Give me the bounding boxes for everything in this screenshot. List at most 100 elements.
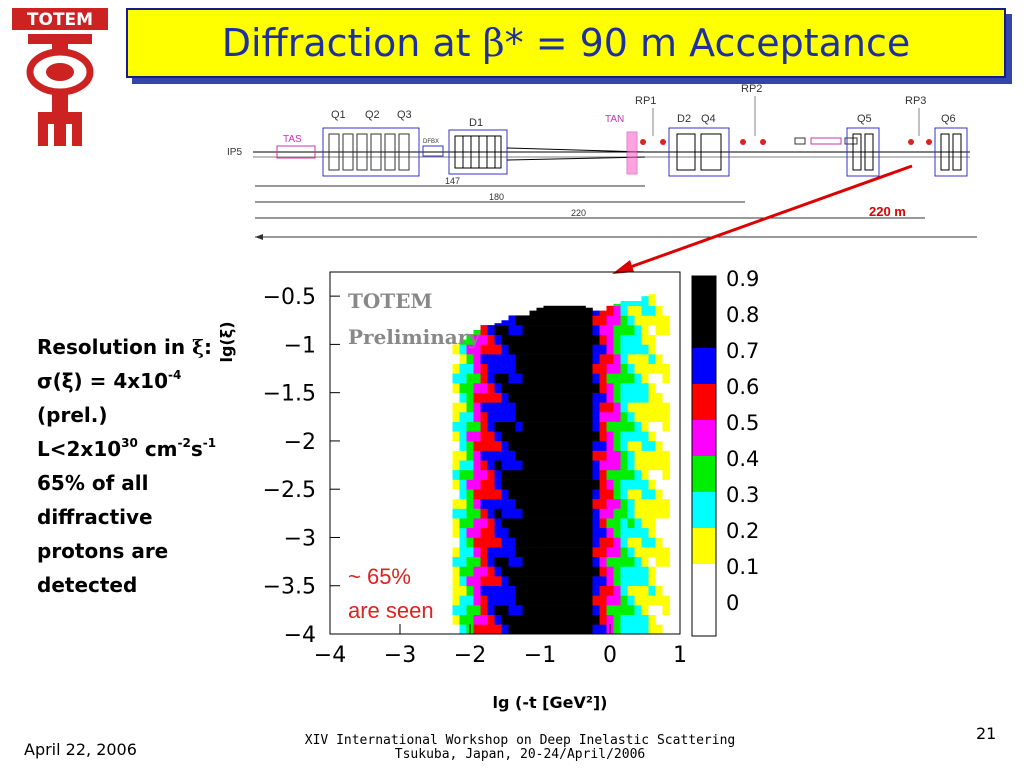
heatmap-cell [473, 518, 481, 529]
y-tick-label: −1 [284, 333, 316, 358]
heatmap-cell [634, 421, 642, 432]
heatmap-cell [557, 431, 565, 442]
heatmap-cell [494, 585, 502, 596]
heatmap-cell [536, 460, 544, 471]
heatmap-cell [494, 411, 502, 422]
heatmap-cell [543, 489, 551, 500]
heatmap-cell [627, 440, 635, 451]
heatmap-cell [620, 518, 628, 529]
heatmap-cell [501, 402, 509, 413]
heatmap-cell [515, 315, 523, 326]
heatmap-cell [564, 450, 572, 461]
heatmap-cell [634, 300, 642, 307]
sigma-line: σ(ξ) = 4x10-4 [37, 368, 182, 393]
heatmap-cell [452, 489, 460, 500]
heatmap-cell [473, 392, 481, 403]
heatmap-cell [487, 431, 495, 442]
heatmap-cell [550, 354, 558, 365]
heatmap-cell [501, 440, 509, 451]
heatmap-cell [487, 518, 495, 529]
heatmap-cell [522, 576, 530, 587]
heatmap-cell [515, 431, 523, 442]
heatmap-cell [550, 383, 558, 393]
heatmap-cell [634, 537, 642, 548]
heatmap-cell [571, 421, 579, 432]
heatmap-cell [508, 440, 516, 451]
heatmap-cell [662, 344, 670, 355]
heatmap-cell [620, 354, 628, 365]
heatmap-cell [564, 498, 572, 509]
heatmap-cell [515, 354, 523, 365]
heatmap-cell [480, 489, 488, 500]
heatmap-cell [522, 508, 530, 519]
heatmap-cell [606, 595, 614, 606]
heatmap-cell [613, 585, 621, 596]
heatmap-cell [536, 334, 544, 345]
heatmap-cell [627, 344, 635, 355]
heatmap-cell [606, 605, 614, 615]
heatmap-cell [592, 392, 600, 403]
heatmap-cell [543, 547, 551, 558]
heatmap-cell [655, 421, 663, 432]
heatmap-cell [599, 566, 607, 577]
heatmap-cell [606, 440, 614, 451]
heatmap-cell [522, 402, 530, 413]
heatmap-cell [578, 566, 586, 577]
heatmap-cell [508, 489, 516, 500]
heatmap-cell [508, 537, 516, 548]
heatmap-cell [487, 334, 495, 345]
heatmap-cell [564, 460, 572, 471]
heatmap-cell [536, 498, 544, 509]
heatmap-cell [501, 624, 509, 635]
heatmap-cell [599, 383, 607, 393]
heatmap-cell [585, 508, 593, 519]
heatmap-cell [473, 614, 481, 625]
heatmap-cell [648, 537, 656, 548]
heatmap-cell [571, 479, 579, 490]
heatmap-cell [606, 450, 614, 461]
heatmap-cell [452, 344, 460, 355]
heatmap-cell [641, 605, 649, 615]
heatmap-cell [550, 373, 558, 384]
heatmap-cell [466, 489, 474, 500]
heatmap-cell [529, 402, 537, 413]
heatmap-cell [508, 402, 516, 413]
y-tick-label: −1.5 [263, 382, 316, 407]
heatmap-cell [571, 305, 579, 316]
heatmap-cell [655, 547, 663, 558]
heatmap-cell [641, 624, 649, 635]
heatmap-cell [452, 508, 460, 519]
heatmap-cell [522, 479, 530, 490]
heatmap-cell [571, 325, 579, 336]
heatmap-cell [662, 354, 670, 365]
heatmap-cell [550, 508, 558, 519]
heatmap-cell [459, 576, 467, 587]
heatmap-cell [459, 411, 467, 422]
heatmap-cell [648, 294, 656, 297]
heatmap-cell [648, 440, 656, 451]
heatmap-cell [620, 527, 628, 538]
heatmap-cell [501, 566, 509, 577]
heatmap-cell [662, 383, 670, 393]
heatmap-cell [494, 431, 502, 442]
heatmap-cell [599, 576, 607, 587]
heatmap-cell [536, 614, 544, 625]
heatmap-cell [494, 537, 502, 548]
heatmap-cell [550, 547, 558, 558]
heatmap-cell [515, 383, 523, 393]
heatmap-cell [480, 614, 488, 625]
heatmap-cell [557, 595, 565, 606]
heatmap-cell [613, 460, 621, 471]
heatmap-cell [543, 431, 551, 442]
heatmap-cell [522, 624, 530, 635]
heatmap-cell [578, 479, 586, 490]
heatmap-cell [655, 450, 663, 461]
heatmap-cell [578, 325, 586, 336]
heatmap-cell [592, 310, 600, 316]
heatmap-cell [578, 508, 586, 519]
heatmap-cell [466, 402, 474, 413]
heatmap-cell [494, 566, 502, 577]
heatmap-cell [620, 334, 628, 345]
heatmap-cell [592, 624, 600, 635]
heatmap-cell [571, 518, 579, 529]
